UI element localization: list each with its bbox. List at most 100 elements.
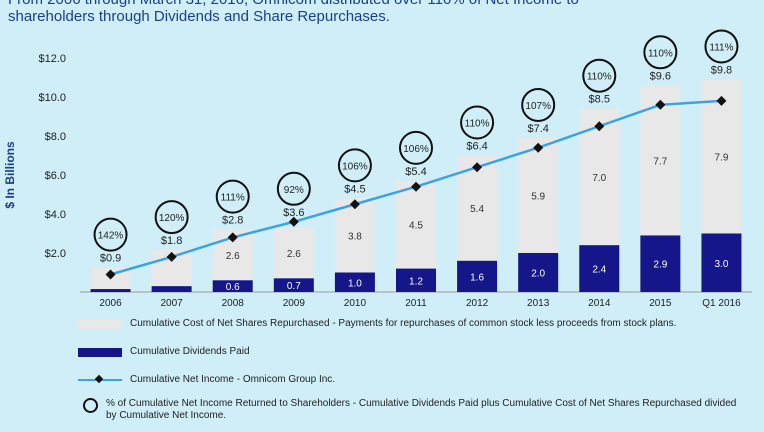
legend-label-percent: % of Cumulative Net Income Returned to S… — [106, 398, 737, 421]
percent-circle — [582, 58, 617, 93]
bar-label-dividends: 2.0 — [531, 269, 545, 280]
x-tick-label: 2010 — [344, 298, 367, 309]
net-income-label: $3.6 — [283, 207, 304, 219]
x-tick-label: 2011 — [405, 298, 427, 309]
chart-header: From 2006 through March 31, 2016, Omnico… — [8, 0, 758, 25]
legend-item-percent: % of Cumulative Net Income Returned to S… — [78, 398, 758, 422]
bar-label-dividends: 2.9 — [653, 260, 667, 271]
bar-label-repurchased: 2.6 — [226, 251, 240, 262]
percent-circle — [215, 179, 250, 214]
net-income-label: $9.6 — [650, 70, 671, 82]
bar-repurchased — [334, 198, 375, 273]
line-point-net-income — [227, 232, 238, 243]
net-income-label: $6.4 — [466, 141, 487, 153]
chart-area: $ In Billions $2.0 $4.0 $6.0 $8.0 $10.0 $12.0 2… — [3, 29, 752, 309]
bar-label-dividends: 1.6 — [470, 272, 484, 283]
x-tick-label: 2009 — [283, 298, 306, 309]
legend-label-dividends: Cumulative Dividends Paid — [130, 346, 250, 357]
percent-circle — [93, 217, 128, 252]
line-point-net-income — [716, 95, 727, 106]
legend-swatch-navy — [78, 348, 122, 357]
bar-label-repurchased: 7.9 — [715, 152, 729, 163]
bar-repurchased — [518, 137, 559, 253]
line-point-net-income — [349, 199, 360, 210]
line-point-net-income — [533, 142, 544, 153]
bar-dividends — [334, 272, 375, 292]
percent-circle — [643, 35, 678, 70]
percent-label: 142% — [98, 231, 124, 242]
bar-dividends — [701, 233, 742, 292]
y-tick-label: $2.0 — [45, 248, 66, 260]
percent-label: 110% — [648, 48, 673, 59]
y-tick-label: $8.0 — [45, 131, 66, 143]
percent-circle — [704, 29, 739, 64]
legend-label-repurchased: Cumulative Cost of Net Shares Repurchase… — [130, 318, 677, 329]
bar-repurchased — [273, 227, 314, 279]
x-tick-label: 2012 — [466, 298, 489, 309]
legend-swatch-line — [78, 374, 122, 386]
bar-label-repurchased: 5.4 — [470, 204, 484, 215]
percent-label: 110% — [587, 72, 612, 83]
legend-label-net-income: Cumulative Net Income - Omnicom Group In… — [130, 374, 336, 385]
bar-dividends — [151, 286, 192, 292]
bar-dividends — [579, 245, 620, 292]
header-line-2: shareholders through Dividends and Share… — [8, 8, 390, 25]
y-tick-label: $4.0 — [45, 209, 66, 221]
legend-item-net-income: Cumulative Net Income - Omnicom Group In… — [78, 374, 758, 386]
percent-circle — [521, 87, 556, 122]
y-tick-label: $12.0 — [38, 53, 66, 65]
bar-label-repurchased: 7.0 — [592, 173, 606, 184]
percent-label: 106% — [403, 144, 429, 155]
percent-label: 111% — [221, 193, 245, 204]
bar-label-dividends: 3.0 — [715, 259, 729, 270]
x-tick-label: 2014 — [588, 298, 611, 309]
net-income-label: $9.8 — [711, 64, 732, 76]
percent-label: 111% — [709, 42, 733, 53]
bar-dividends — [518, 253, 559, 292]
bar-dividends — [273, 278, 314, 292]
bar-dividends — [90, 289, 131, 292]
bar-label-dividends: 2.4 — [592, 265, 606, 276]
x-tick-label: 2008 — [222, 298, 245, 309]
bar-label-repurchased: 7.7 — [653, 156, 667, 167]
percent-circle — [276, 171, 311, 206]
net-income-label: $8.5 — [589, 94, 610, 106]
percent-label: 106% — [342, 161, 368, 172]
bar-dividends — [212, 280, 253, 292]
percent-circle — [399, 130, 433, 165]
line-point-net-income — [411, 181, 421, 192]
circle-icon — [83, 398, 98, 413]
line-point-net-income — [472, 162, 483, 173]
net-income-label: $0.9 — [100, 253, 121, 265]
bar-label-repurchased: 3.8 — [348, 231, 362, 242]
bar-label-repurchased: 5.9 — [531, 191, 545, 202]
bar-label-dividends: 1.2 — [409, 276, 423, 287]
bar-label-repurchased: 2.6 — [287, 249, 301, 260]
line-point-net-income — [655, 99, 666, 110]
bar-dividends — [396, 268, 436, 292]
bar-label-dividends: 0.7 — [287, 281, 301, 292]
x-tick-label: 2007 — [161, 298, 184, 309]
x-tick-label: 2013 — [527, 298, 550, 309]
percent-circle — [154, 200, 189, 235]
percent-label: 110% — [465, 119, 490, 130]
percent-label: 107% — [525, 101, 551, 112]
net-income-label: $2.8 — [222, 215, 243, 227]
bar-dividends — [640, 235, 681, 292]
net-income-label: $1.8 — [161, 235, 182, 247]
bar-repurchased — [457, 155, 498, 261]
bar-label-dividends: 0.6 — [226, 282, 240, 293]
legend-item-repurchased: Cumulative Cost of Net Shares Repurchase… — [78, 318, 758, 330]
net-income-label: $4.5 — [344, 183, 365, 195]
percent-circle — [337, 148, 372, 183]
line-point-net-income — [594, 121, 605, 132]
percent-label: 92% — [284, 185, 304, 196]
y-tick-label: $10.0 — [38, 92, 66, 104]
net-income-label: $7.4 — [527, 123, 548, 135]
line-point-net-income — [288, 216, 299, 227]
header-line-1: From 2006 through March 31, 2016, Omnico… — [8, 0, 758, 8]
bar-label-repurchased: 4.5 — [409, 221, 423, 232]
line-point-net-income — [166, 251, 177, 262]
x-tick-label: 2006 — [99, 298, 122, 309]
y-axis-label: $ In Billions — [3, 141, 17, 209]
